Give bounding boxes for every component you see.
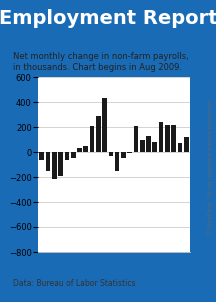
Bar — [52, 152, 57, 179]
Bar — [178, 143, 182, 152]
Bar — [134, 126, 138, 152]
Text: Employment Report: Employment Report — [0, 9, 216, 28]
Bar — [140, 140, 145, 152]
Bar — [83, 146, 88, 152]
Bar — [77, 148, 82, 152]
Bar — [102, 98, 107, 152]
Bar — [152, 142, 157, 152]
Bar — [159, 122, 164, 152]
Bar — [121, 152, 126, 158]
Bar — [46, 152, 50, 171]
Bar — [146, 137, 151, 152]
Bar — [71, 152, 76, 158]
Text: ©ChartForce  Do not reproduce without permission.: ©ChartForce Do not reproduce without per… — [208, 98, 213, 235]
Bar — [184, 137, 189, 152]
Bar — [39, 152, 44, 160]
Text: Data: Bureau of Labor Statistics: Data: Bureau of Labor Statistics — [13, 279, 135, 288]
Bar — [108, 152, 113, 156]
Bar — [115, 152, 119, 171]
Text: Net monthly change in non-farm payrolls,
in thousands. Chart begins in Aug 2009.: Net monthly change in non-farm payrolls,… — [13, 52, 189, 72]
Bar — [171, 124, 176, 152]
Bar — [165, 124, 170, 152]
Bar — [58, 152, 63, 176]
Bar — [90, 126, 94, 152]
Bar — [96, 116, 101, 152]
Bar — [127, 152, 132, 153]
Bar — [65, 152, 69, 160]
